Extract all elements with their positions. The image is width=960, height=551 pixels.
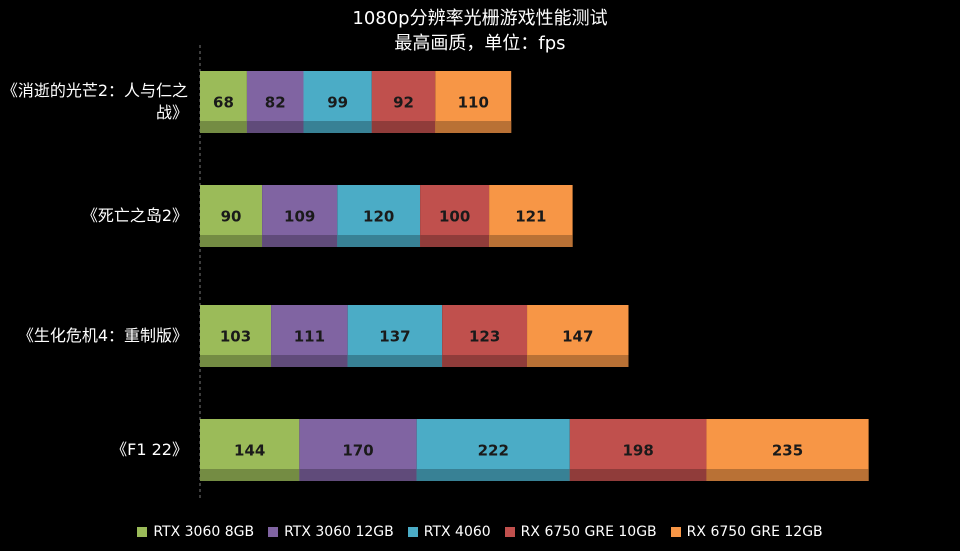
- bar-shade: [337, 235, 421, 247]
- chart-subtitle: 最高画质，单位：fps: [394, 33, 566, 54]
- legend-label: RTX 4060: [423, 524, 491, 540]
- bar-shade: [246, 121, 304, 133]
- value-label: 235: [772, 442, 803, 460]
- value-label: 109: [284, 208, 315, 226]
- legend-item: RTX 4060: [407, 524, 491, 540]
- bar-shade: [200, 355, 272, 367]
- legend-swatch: [407, 527, 418, 537]
- legend-swatch: [670, 527, 681, 537]
- value-label: 103: [220, 328, 251, 346]
- bar-shade: [527, 355, 629, 367]
- value-label: 147: [562, 328, 593, 346]
- value-label: 68: [213, 94, 234, 112]
- value-label: 222: [478, 442, 509, 460]
- bar-shade: [569, 469, 707, 481]
- bar-shade: [442, 355, 528, 367]
- bar-shade: [262, 235, 338, 247]
- bar-shade: [271, 355, 348, 367]
- legend-item: RX 6750 GRE 10GB: [504, 524, 657, 540]
- value-label: 110: [458, 94, 489, 112]
- value-label: 120: [363, 208, 394, 226]
- legend-swatch: [268, 527, 279, 537]
- category-label: 《消逝的光芒2：人与仁之战》: [1, 81, 188, 122]
- legend-item: RX 6750 GRE 12GB: [670, 524, 823, 540]
- value-label: 123: [469, 328, 500, 346]
- value-label: 92: [393, 94, 414, 112]
- bar-shade: [420, 235, 490, 247]
- bar-shade: [303, 121, 372, 133]
- bar-shade: [371, 121, 436, 133]
- value-label: 137: [379, 328, 410, 346]
- bar-shade: [489, 235, 573, 247]
- bar-shade: [200, 469, 300, 481]
- legend-label: RTX 3060 8GB: [153, 524, 255, 540]
- category-label: 《死亡之岛2》: [81, 206, 188, 225]
- legend-item: RTX 3060 8GB: [137, 524, 254, 540]
- value-label: 144: [234, 442, 265, 460]
- category-label: 《生化危机4：重制版》: [17, 326, 188, 345]
- bar-shade: [435, 121, 512, 133]
- chart-title: 1080p分辨率光栅游戏性能测试: [352, 8, 608, 29]
- legend-item: RTX 3060 12GB: [268, 524, 394, 540]
- value-label: 121: [515, 208, 546, 226]
- bar-shade: [299, 469, 417, 481]
- value-label: 90: [221, 208, 242, 226]
- bar-shade: [200, 121, 247, 133]
- value-label: 100: [439, 208, 470, 226]
- legend-label: RX 6750 GRE 10GB: [520, 524, 657, 540]
- value-label: 99: [327, 94, 348, 112]
- legend-label: RTX 3060 12GB: [284, 524, 394, 540]
- category-label: 《F1 22》: [111, 440, 188, 459]
- legend-swatch: [137, 527, 148, 537]
- bar-shade: [200, 235, 263, 247]
- legend-swatch: [504, 527, 515, 537]
- value-label: 111: [294, 328, 325, 346]
- legend: RTX 3060 8GB RTX 3060 12GB RTX 4060 RX 6750…: [0, 524, 960, 540]
- bar-shade: [416, 469, 570, 481]
- value-label: 82: [265, 94, 286, 112]
- value-label: 198: [622, 442, 653, 460]
- value-label: 170: [342, 442, 373, 460]
- bar-shade: [706, 469, 869, 481]
- bar-shade: [347, 355, 443, 367]
- legend-label: RX 6750 GRE 12GB: [686, 524, 823, 540]
